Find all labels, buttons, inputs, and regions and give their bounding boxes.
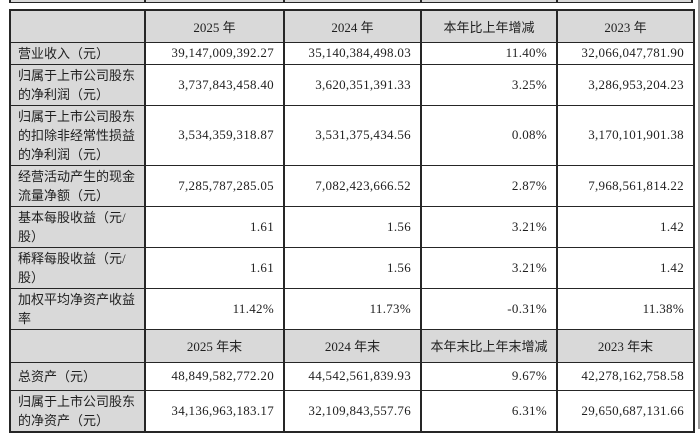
- cell-value: 3.21%: [420, 246, 558, 289]
- column-header-2024: 2024 年: [283, 9, 422, 43]
- column-header-2025-end: 2025 年末: [144, 328, 285, 363]
- cell-value: 1.42: [556, 205, 695, 248]
- cell-value: 3,286,953,204.23: [556, 63, 695, 106]
- cell-value: 11.38%: [556, 287, 695, 330]
- corner-cell-blank: [9, 328, 146, 363]
- cell-value: 3,531,375,434.56: [283, 104, 422, 166]
- table-row: 经营活动产生的现金流量净额（元） 7,285,787,285.05 7,082,…: [9, 164, 695, 207]
- table-row: 总资产（元） 48,849,582,772.20 44,542,561,839.…: [9, 361, 695, 391]
- cell-value: 1.42: [556, 246, 695, 289]
- table-row: 2025 年末 2024 年末 本年末比上年末增减 2023 年末: [9, 328, 695, 363]
- cell-value: 32,109,843,557.76: [283, 389, 422, 432]
- row-label-weighted-avg-roe: 加权平均净资产收益率: [9, 287, 146, 330]
- cell-value: 3.25%: [420, 63, 558, 106]
- cell-value: 42,278,162,758.58: [556, 361, 695, 391]
- cell-value: 11.42%: [144, 287, 285, 330]
- row-label-diluted-eps: 稀释每股收益（元/股）: [9, 246, 146, 289]
- column-header-2023-end: 2023 年末: [556, 328, 695, 363]
- cropped-row-cell: [283, 0, 420, 2]
- cell-value: 32,066,047,781.90: [556, 41, 695, 65]
- cell-value: 3,620,351,391.33: [283, 63, 422, 106]
- cell-value: 3,737,843,458.40: [144, 63, 285, 106]
- cell-value: 7,082,423,666.52: [283, 164, 422, 207]
- column-header-2025: 2025 年: [144, 9, 285, 43]
- cell-value: 1.61: [144, 205, 285, 248]
- cell-value: -0.31%: [420, 287, 558, 330]
- cell-value: 7,285,787,285.05: [144, 164, 285, 207]
- cropped-row-cell: [420, 0, 556, 2]
- cell-value: 3,170,101,901.38: [556, 104, 695, 166]
- cell-value: 3,534,359,318.87: [144, 104, 285, 166]
- table-row: 营业收入（元） 39,147,009,392.27 35,140,384,498…: [9, 41, 695, 65]
- cell-value: 1.56: [283, 246, 422, 289]
- cell-value: 2.87%: [420, 164, 558, 207]
- corner-cell-blank: [9, 9, 146, 43]
- table-row: 归属于上市公司股东的净利润（元） 3,737,843,458.40 3,620,…: [9, 63, 695, 106]
- cell-value: 3.21%: [420, 205, 558, 248]
- cropped-row-cell: [144, 0, 283, 2]
- column-header-2023: 2023 年: [556, 9, 695, 43]
- cell-value: 7,968,561,814.22: [556, 164, 695, 207]
- cell-value: 6.31%: [420, 389, 558, 432]
- cropped-row-sliver: [9, 0, 693, 3]
- cell-value: 29,650,687,131.66: [556, 389, 695, 432]
- table-row: 加权平均净资产收益率 11.42% 11.73% -0.31% 11.38%: [9, 287, 695, 330]
- cell-value: 0.08%: [420, 104, 558, 166]
- cell-value: 11.40%: [420, 41, 558, 65]
- cell-value: 39,147,009,392.27: [144, 41, 285, 65]
- cell-value: 34,136,963,183.17: [144, 389, 285, 432]
- cell-value: 1.56: [283, 205, 422, 248]
- column-header-yoy-change: 本年比上年增减: [420, 9, 558, 43]
- cell-value: 35,140,384,498.03: [283, 41, 422, 65]
- cell-value: 11.73%: [283, 287, 422, 330]
- table-row: 归属于上市公司股东的净资产（元） 34,136,963,183.17 32,10…: [9, 389, 695, 432]
- table-row: 归属于上市公司股东的扣除非经常性损益的净利润（元） 3,534,359,318.…: [9, 104, 695, 166]
- row-label-basic-eps: 基本每股收益（元/股）: [9, 205, 146, 248]
- cell-value: 9.67%: [420, 361, 558, 391]
- financial-highlights-table: 2025 年 2024 年 本年比上年增减 2023 年 营业收入（元） 39,…: [9, 9, 695, 433]
- row-label-net-profit-excl-nonrecurring: 归属于上市公司股东的扣除非经常性损益的净利润（元）: [9, 104, 146, 166]
- column-header-2024-end: 2024 年末: [283, 328, 422, 363]
- row-label-net-assets: 归属于上市公司股东的净资产（元）: [9, 389, 146, 432]
- table-row: 2025 年 2024 年 本年比上年增减 2023 年: [9, 9, 695, 43]
- row-label-revenue: 营业收入（元）: [9, 41, 146, 65]
- column-header-yearend-change: 本年末比上年末增减: [420, 328, 558, 363]
- page-edge-line: [698, 0, 700, 429]
- table-row: 稀释每股收益（元/股） 1.61 1.56 3.21% 1.42: [9, 246, 695, 289]
- cropped-row-cell: [9, 0, 144, 2]
- table-row: 基本每股收益（元/股） 1.61 1.56 3.21% 1.42: [9, 205, 695, 248]
- cropped-row-cell: [556, 0, 693, 2]
- row-label-net-profit: 归属于上市公司股东的净利润（元）: [9, 63, 146, 106]
- cell-value: 1.61: [144, 246, 285, 289]
- cell-value: 48,849,582,772.20: [144, 361, 285, 391]
- row-label-total-assets: 总资产（元）: [9, 361, 146, 391]
- row-label-operating-cash-flow: 经营活动产生的现金流量净额（元）: [9, 164, 146, 207]
- cell-value: 44,542,561,839.93: [283, 361, 422, 391]
